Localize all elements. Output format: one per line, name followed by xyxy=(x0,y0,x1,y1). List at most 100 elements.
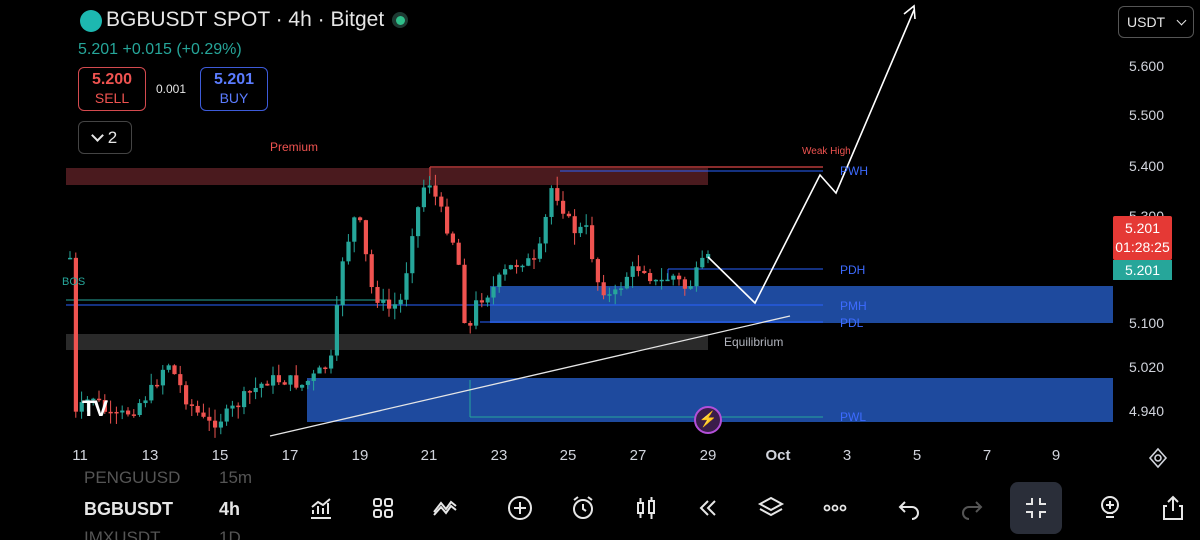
last-price-tag: 5.201 01:28:25 xyxy=(1113,216,1172,260)
timeframe-picker[interactable]: 4h xyxy=(219,499,241,519)
y-tick: 5.400 xyxy=(1128,158,1164,174)
candle-body xyxy=(532,258,537,260)
candle-body xyxy=(549,188,554,217)
candle-body xyxy=(503,269,508,275)
candle-body xyxy=(491,286,496,298)
candle-body xyxy=(108,411,113,414)
candle-body xyxy=(665,279,670,282)
equilibrium-label: Equilibrium xyxy=(724,335,784,349)
currency-label: USDT xyxy=(1127,14,1166,30)
lightning-icon[interactable]: ⚡ xyxy=(694,406,722,434)
axis-settings-icon[interactable] xyxy=(1146,446,1170,470)
indicators-collapse-button[interactable]: 2 xyxy=(78,121,132,154)
candle-body xyxy=(450,233,455,243)
candle-body xyxy=(642,270,647,274)
candle-body xyxy=(253,387,258,393)
fullscreen-exit-icon[interactable] xyxy=(1010,482,1062,534)
candle-body xyxy=(659,279,664,282)
buy-price: 5.201 xyxy=(213,71,255,88)
sell-price: 5.200 xyxy=(91,71,133,88)
indicator-count: 2 xyxy=(107,127,118,147)
candle-body xyxy=(247,391,252,393)
candle-body xyxy=(73,257,78,412)
candle-body xyxy=(387,299,392,309)
layers-icon[interactable] xyxy=(753,490,789,526)
candle-body xyxy=(305,380,310,385)
candle-body xyxy=(416,207,421,237)
candle-body xyxy=(375,287,380,303)
candle-body xyxy=(224,408,229,422)
y-tick: 5.100 xyxy=(1128,315,1164,331)
projection-path[interactable] xyxy=(707,9,915,305)
candle-body xyxy=(648,273,653,282)
undo-icon[interactable] xyxy=(891,490,927,526)
x-tick: 19 xyxy=(351,447,369,464)
candle-body xyxy=(433,185,438,197)
price-tag-value: 5.201 xyxy=(1124,220,1161,236)
pwh-label: PWH xyxy=(840,164,868,178)
candle-body xyxy=(421,187,426,208)
x-tick: 15 xyxy=(211,447,229,464)
x-tick: 5 xyxy=(912,447,922,464)
share-icon[interactable] xyxy=(1155,490,1191,526)
candle-body xyxy=(479,300,484,303)
x-tick: 27 xyxy=(629,447,647,464)
add-icon[interactable] xyxy=(502,490,538,526)
candle-body xyxy=(601,282,606,296)
redo-icon[interactable] xyxy=(954,490,990,526)
buy-button[interactable]: 5.201 BUY xyxy=(200,67,268,111)
candle-body xyxy=(79,402,84,412)
candle-body xyxy=(259,383,264,388)
candle-body xyxy=(358,217,363,221)
candle-body xyxy=(508,265,513,270)
x-tick: 13 xyxy=(141,447,159,464)
candle-body xyxy=(590,225,595,260)
candle-body xyxy=(68,257,73,260)
candle-body xyxy=(404,273,409,300)
sell-button[interactable]: 5.200 SELL xyxy=(78,67,146,111)
candle-body xyxy=(381,299,386,303)
candle-body xyxy=(630,266,635,277)
idea-icon[interactable] xyxy=(1092,490,1128,526)
trendline[interactable] xyxy=(269,315,791,437)
indicators-icon[interactable] xyxy=(365,490,401,526)
spread-value: 0.001 xyxy=(156,82,187,96)
more-icon[interactable] xyxy=(817,490,853,526)
candle-body xyxy=(271,375,276,386)
candle-body xyxy=(700,257,705,268)
replay-icon[interactable] xyxy=(690,490,726,526)
candle-body xyxy=(636,266,641,271)
candle-icon[interactable] xyxy=(628,490,664,526)
candle-body xyxy=(340,261,345,306)
projection-arrowhead xyxy=(903,4,916,20)
candle-body xyxy=(537,243,542,259)
ghost-symbol-below: IMXUSDT xyxy=(84,528,161,540)
x-tick: 7 xyxy=(982,447,992,464)
chart-type-icon[interactable] xyxy=(303,490,339,526)
candle-body xyxy=(265,383,270,386)
chevron-down-icon xyxy=(1176,15,1187,25)
candle-body xyxy=(184,385,189,405)
buy-label: BUY xyxy=(219,90,249,106)
weak-high-label: Weak High xyxy=(802,146,851,157)
candle-body xyxy=(514,265,519,267)
x-tick: 17 xyxy=(281,447,299,464)
candle-body xyxy=(445,206,450,234)
pmh-label: PMH xyxy=(840,299,867,313)
candle-body xyxy=(578,226,583,234)
candle-body xyxy=(149,384,154,401)
price-change: +0.015 (+0.29%) xyxy=(122,41,242,58)
candle-body xyxy=(607,294,612,296)
candle-body xyxy=(706,253,711,258)
alert-icon[interactable] xyxy=(565,490,601,526)
pwl-label: PWL xyxy=(840,410,867,424)
x-tick: 29 xyxy=(699,447,717,464)
drawing-tools-icon[interactable] xyxy=(427,490,463,526)
currency-select[interactable]: USDT xyxy=(1118,6,1194,38)
symbol-title[interactable]: BGBUSDT SPOT · 4h · Bitget xyxy=(106,8,409,32)
ghost-symbol-above: PENGUUSD xyxy=(84,468,181,487)
equilibrium-zone xyxy=(66,334,708,350)
symbol-picker[interactable]: BGBUSDT xyxy=(84,499,173,519)
candle-body xyxy=(561,200,566,214)
